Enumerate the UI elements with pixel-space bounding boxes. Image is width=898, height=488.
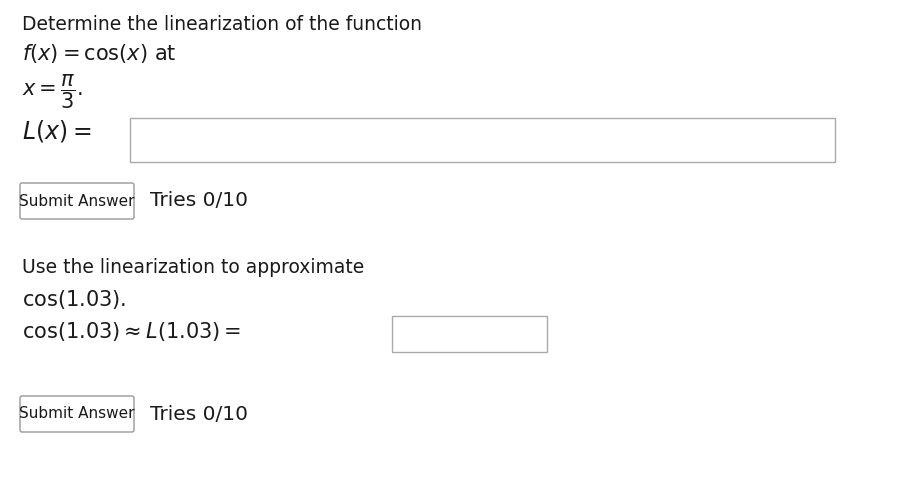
Text: Tries 0/10: Tries 0/10 <box>150 405 248 424</box>
FancyBboxPatch shape <box>20 396 134 432</box>
Text: Submit Answer: Submit Answer <box>19 194 135 208</box>
Text: Tries 0/10: Tries 0/10 <box>150 191 248 210</box>
Text: $\cos(1.03) \approx L(1.03) =$: $\cos(1.03) \approx L(1.03) =$ <box>22 320 242 343</box>
Text: Submit Answer: Submit Answer <box>19 407 135 422</box>
Bar <box>392 316 547 352</box>
FancyBboxPatch shape <box>20 183 134 219</box>
Bar <box>130 118 835 162</box>
Text: Use the linearization to approximate: Use the linearization to approximate <box>22 258 365 277</box>
Text: $\cos(1.03).$: $\cos(1.03).$ <box>22 288 127 311</box>
Text: Determine the linearization of the function: Determine the linearization of the funct… <box>22 15 422 34</box>
Text: $x = \dfrac{\pi}{3}.$: $x = \dfrac{\pi}{3}.$ <box>22 72 83 110</box>
Text: $L(x) =$: $L(x) =$ <box>22 118 92 144</box>
Text: $f(x) = \cos(x)$ at: $f(x) = \cos(x)$ at <box>22 42 176 65</box>
